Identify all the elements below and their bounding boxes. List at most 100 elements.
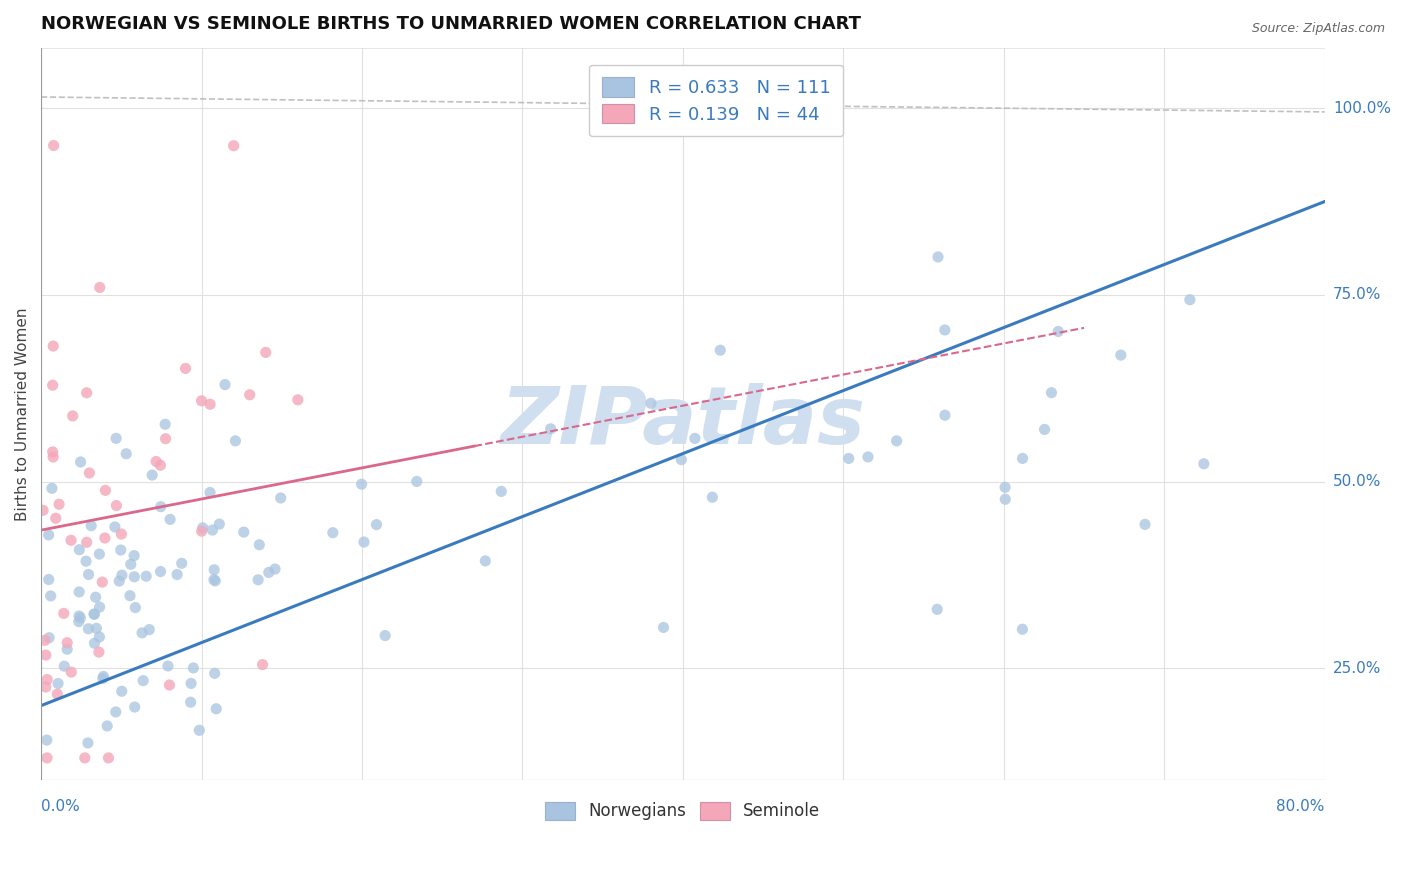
Point [149,565,172,579]
Point [124,570,146,584]
Text: NORWEGIAN VS SEMINOLE BIRTHS TO UNMARRIED WOMEN CORRELATION CHART: NORWEGIAN VS SEMINOLE BIRTHS TO UNMARRIE… [41,15,860,33]
Point [1109,348,1132,362]
Point [222,138,245,153]
Point [191,521,214,535]
Point [353,535,375,549]
Point [46,687,69,701]
Point [89,630,111,644]
Y-axis label: Births to Unmarried Women: Births to Unmarried Women [15,308,30,521]
Point [264,562,287,576]
Point [131,625,153,640]
Point [214,377,236,392]
Point [254,345,277,359]
Point [67,615,90,629]
Text: 25.0%: 25.0% [1333,661,1381,676]
Point [652,620,675,634]
Point [247,538,270,552]
Point [105,499,128,513]
Point [37,673,59,687]
Point [67,585,90,599]
Point [1192,457,1215,471]
Point [35,733,58,747]
Point [41,481,63,495]
Point [118,589,141,603]
Point [180,695,202,709]
Point [87,645,110,659]
Point [156,659,179,673]
Point [224,434,246,448]
Point [202,573,225,587]
Text: 50.0%: 50.0% [1333,474,1381,489]
Point [83,607,105,621]
Point [994,480,1017,494]
Point [159,678,181,692]
Point [86,621,108,635]
Point [110,527,132,541]
Point [257,566,280,580]
Point [149,500,172,514]
Point [183,661,205,675]
Point [170,557,193,571]
Point [934,323,956,337]
Point [111,568,134,582]
Point [42,138,65,153]
Point [79,466,101,480]
Text: 80.0%: 80.0% [1277,799,1324,814]
Point [35,680,58,694]
Point [886,434,908,448]
Point [190,393,212,408]
Point [32,503,55,517]
Point [1011,622,1033,636]
Point [42,450,65,464]
Point [80,518,103,533]
Point [120,558,142,572]
Point [42,339,65,353]
Point [252,657,274,672]
Point [671,452,693,467]
Point [239,388,262,402]
Point [122,549,145,563]
Legend: Norwegians, Seminole: Norwegians, Seminole [538,795,827,827]
Text: 75.0%: 75.0% [1333,287,1381,302]
Point [366,517,388,532]
Point [270,491,292,505]
Point [73,751,96,765]
Point [38,631,60,645]
Point [34,633,56,648]
Point [39,589,62,603]
Point [89,280,111,294]
Point [322,525,344,540]
Point [640,396,662,410]
Point [38,573,60,587]
Point [1047,325,1070,339]
Point [38,528,60,542]
Text: ZIPatlas: ZIPatlas [501,383,865,460]
Point [52,607,75,621]
Point [67,609,90,624]
Point [138,623,160,637]
Point [105,431,128,445]
Point [927,602,949,616]
Point [115,447,138,461]
Point [97,751,120,765]
Point [405,475,427,489]
Point [93,669,115,683]
Point [69,455,91,469]
Point [1011,451,1033,466]
Point [124,700,146,714]
Point [204,666,226,681]
Point [77,736,100,750]
Point [83,636,105,650]
Point [374,629,396,643]
Point [83,607,105,622]
Point [474,554,496,568]
Text: 0.0%: 0.0% [41,799,80,814]
Point [1040,385,1063,400]
Point [48,497,70,511]
Point [350,477,373,491]
Point [155,432,177,446]
Point [180,676,202,690]
Point [84,591,107,605]
Point [96,719,118,733]
Point [149,458,172,473]
